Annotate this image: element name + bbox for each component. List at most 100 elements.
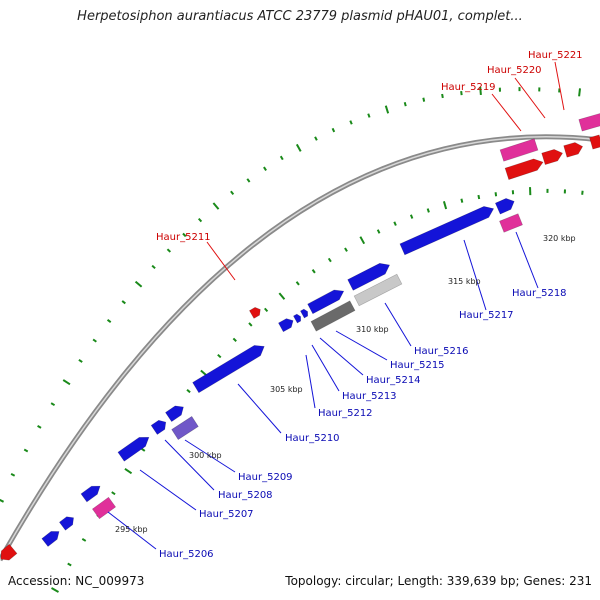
gene-label-haur-5212[interactable]: Haur_5212 [318, 408, 373, 419]
gene-haur-5207-shape [80, 485, 101, 503]
map-title: Herpetosiphon aurantiacus ATCC 23779 pla… [77, 9, 523, 24]
inner-tick [140, 447, 146, 452]
inner-tick [232, 337, 237, 342]
label-leader-lines [107, 61, 565, 550]
gene-label-haur-5213[interactable]: Haur_5213 [342, 391, 397, 402]
feature-pink-5207-shape [91, 496, 117, 520]
gene-label-haur-5207[interactable]: Haur_5207 [199, 509, 254, 520]
inner-tick [393, 221, 397, 226]
leader-line-9 [335, 330, 388, 361]
gene-red-left [0, 543, 18, 561]
gene-label-haur-5211[interactable]: Haur_5211 [156, 232, 211, 243]
gene-haur-5210 [192, 345, 265, 394]
gene-label-haur-5219[interactable]: Haur_5219 [441, 82, 496, 93]
gene-haur-5216 [347, 262, 391, 291]
gene-haur-5208b [150, 419, 167, 435]
gene-haur-5212 [278, 318, 294, 333]
scale-label-305: 305 kbp [270, 385, 303, 394]
feature-grey [310, 300, 356, 332]
gene-haur-5217-shape [399, 206, 495, 256]
feature-grey-shape [310, 300, 356, 332]
gene-label-haur-5209[interactable]: Haur_5209 [238, 472, 293, 483]
inner-tick [442, 201, 448, 210]
inner-tick [311, 269, 316, 274]
feature-pink-5219-shape [499, 138, 539, 162]
outer-tick [263, 166, 267, 171]
inner-tick [124, 467, 133, 475]
gene-label-haur-5214[interactable]: Haur_5214 [366, 375, 421, 386]
gene-haur-5220 [541, 149, 564, 166]
leader-line-14 [514, 77, 546, 119]
gene-haur-5218 [494, 198, 515, 215]
genome-stats-text: Topology: circular; Length: 339,639 bp; … [285, 574, 592, 588]
outer-tick [384, 105, 390, 114]
gene-haur-5214 [300, 308, 309, 319]
outer-tick [212, 202, 220, 210]
scale-label-295: 295 kbp [115, 525, 148, 534]
gene-haur-5218-shape [494, 198, 515, 215]
outer-tick [134, 280, 143, 288]
gene-label-haur-5218[interactable]: Haur_5218 [512, 288, 567, 299]
gene-haur-5212-shape [278, 318, 294, 333]
feature-pink-5221-shape [578, 112, 600, 132]
gene-haur-5207 [80, 485, 101, 503]
leader-line-11 [463, 239, 487, 311]
outer-tick [166, 248, 172, 253]
inner-tick [460, 198, 464, 203]
leader-line-13 [491, 93, 522, 132]
inner-tick [51, 587, 59, 593]
outer-tick [460, 90, 463, 96]
scale-label-310: 310 kbp [356, 325, 389, 334]
outer-tick [295, 143, 302, 152]
gene-haur-5216-shape [347, 262, 391, 291]
gene-label-haur-5216[interactable]: Haur_5216 [414, 346, 469, 357]
gene-haur-5221 [563, 142, 584, 158]
accession-text: Accession: NC_009973 [8, 574, 145, 588]
gene-haur-5209 [165, 405, 184, 423]
gene-label-haur-5215[interactable]: Haur_5215 [390, 360, 445, 371]
gene-features [0, 112, 600, 561]
outer-tick [106, 318, 112, 323]
inner-tick [295, 281, 300, 286]
outer-tick [0, 498, 5, 503]
feature-pink-5218-shape [499, 213, 523, 233]
gene-haur-5213 [293, 313, 302, 324]
inner-tick [359, 236, 366, 245]
leader-line-5 [206, 241, 236, 281]
feature-light [353, 273, 403, 307]
gene-label-haur-5221[interactable]: Haur_5221 [528, 50, 583, 61]
gene-haur-5206b-shape [58, 516, 74, 531]
scale-label-320: 320 kbp [543, 234, 576, 243]
feature-pink-5207 [91, 496, 117, 520]
outer-tick [78, 359, 83, 363]
gene-haur-5210-shape [192, 345, 265, 394]
inner-tick [111, 491, 116, 496]
gene-label-haur-5217[interactable]: Haur_5217 [459, 310, 514, 321]
outer-tick [367, 113, 371, 118]
inner-tick [81, 538, 87, 542]
outer-tick [37, 425, 42, 429]
feature-pink-5221 [578, 112, 600, 132]
gene-red-edge-shape [589, 134, 600, 150]
gene-label-haur-5208[interactable]: Haur_5208 [218, 490, 273, 501]
leader-line-2 [164, 439, 215, 491]
inner-tick [186, 388, 191, 394]
outer-tick [479, 86, 482, 96]
outer-tick [10, 473, 16, 477]
leader-line-3 [184, 439, 236, 473]
leader-line-10 [384, 302, 412, 347]
gene-label-haur-5220[interactable]: Haur_5220 [487, 65, 542, 76]
gene-label-haur-5210[interactable]: Haur_5210 [285, 433, 340, 444]
inner-tick [494, 192, 498, 197]
gene-haur-5208 [117, 436, 150, 462]
gene-label-haur-5206[interactable]: Haur_5206 [159, 549, 214, 560]
outer-tick [230, 190, 235, 196]
gene-haur-5211-shape [249, 307, 261, 319]
outer-tick [349, 120, 353, 125]
inner-tick [376, 229, 381, 234]
outer-tick [578, 88, 582, 97]
leader-line-15 [554, 61, 565, 111]
leader-line-7 [311, 344, 340, 392]
outer-tick [403, 101, 407, 107]
